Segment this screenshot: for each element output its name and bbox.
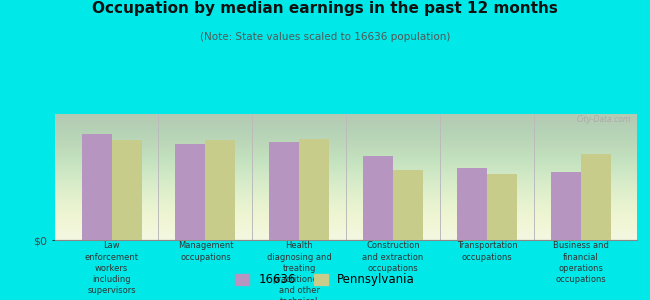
Text: (Note: State values scaled to 16636 population): (Note: State values scaled to 16636 popu… [200,32,450,41]
Bar [269,142,299,240]
Bar [81,134,112,240]
Bar [176,144,205,240]
Text: City-Data.com: City-Data.com [577,115,631,124]
Bar [299,139,330,240]
Text: Management
occupations: Management occupations [177,242,233,262]
Legend: 16636, Pennsylvania: 16636, Pennsylvania [230,269,420,291]
Text: Law
enforcement
workers
including
supervisors: Law enforcement workers including superv… [84,242,138,295]
Text: Business and
financial
operations
occupations: Business and financial operations occupa… [552,242,608,284]
Bar [551,172,580,240]
Text: Construction
and extraction
occupations: Construction and extraction occupations [363,242,424,273]
Bar [487,174,517,240]
Bar [393,170,423,240]
Bar [580,154,611,240]
Bar [205,140,235,240]
Text: Health
diagnosing and
treating
practitioners
and other
technical
occupations: Health diagnosing and treating practitio… [267,242,332,300]
Bar [112,140,142,240]
Bar [363,156,393,240]
Text: Occupation by median earnings in the past 12 months: Occupation by median earnings in the pas… [92,2,558,16]
Text: Transportation
occupations: Transportation occupations [456,242,517,262]
Bar [457,168,487,240]
